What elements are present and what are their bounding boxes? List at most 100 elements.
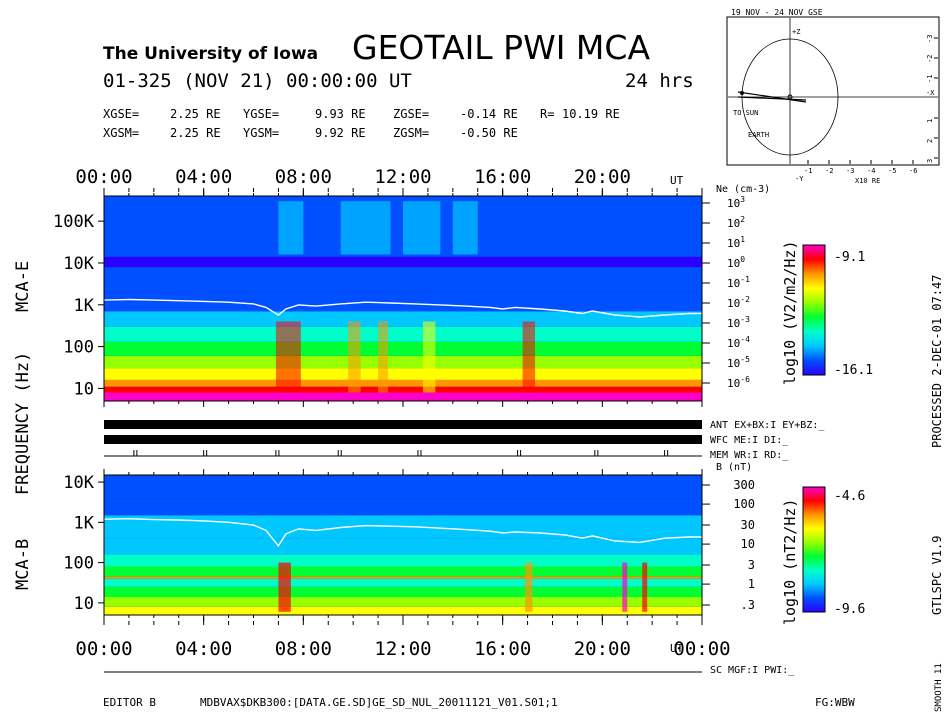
magnetic-burst bbox=[278, 562, 291, 612]
spectrogram-band bbox=[104, 392, 702, 401]
spectrogram-band bbox=[104, 576, 702, 579]
top-time-tick-label: 16:00 bbox=[474, 166, 531, 188]
orbit-y-tick-label: 3 bbox=[926, 159, 934, 163]
bottom-ut-label: UT bbox=[670, 642, 684, 655]
xgsm-label: XGSM= bbox=[103, 126, 139, 140]
ne-tick-label: 10-3 bbox=[727, 315, 750, 330]
ne-tick-label: 100 bbox=[727, 255, 745, 270]
sun-direction-line-2 bbox=[737, 96, 807, 101]
spectrogram-band bbox=[104, 498, 702, 516]
orbit-x-tick-label: -1 bbox=[804, 167, 812, 175]
orbit-x-tick-label: -2 bbox=[825, 167, 833, 175]
mca-b-spectrogram bbox=[104, 475, 702, 615]
mca-e-frequency-tick-label: 100 bbox=[63, 338, 94, 358]
top-time-tick-label: 04:00 bbox=[175, 166, 232, 188]
memory-status-ticks bbox=[133, 450, 669, 456]
mca-e-frequency-axis: 10 100 1K 10K 100K bbox=[53, 212, 104, 399]
wfc-status-label: WFC ME:I DI:_ bbox=[710, 435, 789, 446]
ne-tick-label: 10-6 bbox=[727, 375, 750, 390]
orbit-inset: 19 NOV - 24 NOV GSE TO SUN EARTH +Z -X X… bbox=[726, 8, 940, 185]
high-frequency-emission bbox=[452, 201, 478, 255]
spectrogram-band bbox=[104, 475, 702, 499]
spectrogram-band bbox=[104, 606, 702, 615]
ne-tick-label: 10-5 bbox=[727, 355, 750, 370]
mca-e-density-line bbox=[103, 298, 702, 318]
orbit-y-tick-label: -3 bbox=[926, 35, 934, 43]
bottom-time-tick-label: 00:00 bbox=[673, 638, 730, 660]
spectrogram-band bbox=[104, 596, 702, 607]
mca-b-frequency-tick-label: 10 bbox=[74, 594, 94, 614]
ne-tick-label: 102 bbox=[727, 215, 745, 230]
bottom-time-tick-label: 08:00 bbox=[275, 638, 332, 660]
zgsm-value: -0.50 RE bbox=[460, 126, 518, 140]
orbit-y-axis-label: -Y bbox=[795, 175, 804, 183]
ne-tick-label: 101 bbox=[727, 235, 745, 250]
mca-b-frequency-tick-label: 1K bbox=[74, 513, 95, 533]
top-time-axis: 00:00 04:00 08:00 12:00 16:00 20:00 bbox=[75, 166, 703, 196]
orbit-x-tick-label: -4 bbox=[867, 167, 875, 175]
orbit-y-tick-label: 1 bbox=[926, 119, 934, 123]
mca-e-time-ticks bbox=[103, 190, 703, 407]
mca-e-frequency-tick-label: 10K bbox=[63, 254, 94, 274]
zgse-label: ZGSE= bbox=[393, 107, 429, 121]
earth-marker bbox=[787, 94, 793, 100]
data-file-path: MDBVAX$DKB300:[DATA.GE.SD]GE_SD_NUL_2001… bbox=[200, 696, 558, 709]
mca-b-time-ticks bbox=[103, 469, 703, 621]
magnetic-burst bbox=[525, 562, 533, 612]
top-time-tick-label: 08:00 bbox=[275, 166, 332, 188]
bottom-time-axis: 00:00 04:00 08:00 12:00 16:00 20:00 00:00 bbox=[75, 617, 731, 660]
spectrogram-band bbox=[104, 538, 702, 555]
spectrogram-band bbox=[104, 386, 702, 393]
spectrogram-band bbox=[104, 368, 702, 380]
zgsm-label: ZGSM= bbox=[393, 126, 429, 140]
spectrogram-band bbox=[104, 267, 702, 293]
b-tick-label: 100 bbox=[733, 497, 755, 511]
mem-status-label: MEM WR:I RD:_ bbox=[710, 450, 789, 461]
b-axis-label: B (nT) bbox=[716, 462, 752, 473]
mca-e-colorbar-max: -9.1 bbox=[834, 250, 865, 265]
spectrogram-band bbox=[104, 586, 702, 597]
antenna-status-bar bbox=[104, 420, 702, 429]
mca-b-frequency-tick-label: 10K bbox=[63, 473, 94, 493]
b-tick-label: 300 bbox=[733, 478, 755, 492]
fg-label: FG:WBW bbox=[815, 696, 855, 709]
ygsm-label: YGSM= bbox=[243, 126, 279, 140]
mca-e-spectrogram bbox=[104, 196, 702, 401]
ne-tick-label: 10-4 bbox=[727, 335, 750, 350]
ne-tick-label: 103 bbox=[727, 195, 745, 210]
mca-b-colorbar-scale bbox=[802, 486, 826, 613]
b-tick-label: .3 bbox=[741, 598, 755, 612]
spectrogram-band bbox=[104, 379, 702, 387]
mca-e-frequency-tick-label: 10 bbox=[74, 379, 94, 399]
ygse-value: 9.93 RE bbox=[315, 107, 366, 121]
wfc-status-bar bbox=[104, 435, 702, 444]
mca-b-frequency-axis: 10 100 1K 10K bbox=[63, 473, 104, 614]
mca-e-density-axis: 103 102 101 100 10-1 10-2 10-3 10-4 10-5 10-6 bbox=[702, 195, 750, 390]
mca-e-panel-label: MCA-E bbox=[13, 261, 33, 312]
mca-e-frequency-tick-label: 1K bbox=[74, 296, 95, 316]
b-tick-label: 30 bbox=[741, 518, 755, 532]
emission-burst bbox=[275, 321, 301, 393]
orbit-x-tick-label: -6 bbox=[909, 167, 917, 175]
orbit-frame bbox=[726, 16, 940, 166]
orbit-earth-label: EARTH bbox=[748, 131, 769, 139]
ne-tick-label: 10-1 bbox=[727, 275, 750, 290]
orbit-x-tick-label: -5 bbox=[888, 167, 896, 175]
b-tick-label: 3 bbox=[748, 558, 755, 572]
orbit-x-ticks: -1 -2 -3 -4 -5 -6 bbox=[804, 160, 917, 175]
emission-burst bbox=[348, 321, 361, 393]
mca-b-panel: 10 100 1K 10K 300 100 30 10 3 1 .3 B (nT) bbox=[63, 462, 755, 621]
bottom-time-tick-label: 16:00 bbox=[474, 638, 531, 660]
mca-b-colorbar-min: -9.6 bbox=[834, 602, 865, 617]
spectrogram-band bbox=[104, 292, 702, 312]
orbit-x-label: -X bbox=[926, 89, 935, 97]
bottom-time-tick-label: 12:00 bbox=[374, 638, 431, 660]
r-label: R= bbox=[540, 107, 554, 121]
orbit-x-tick-label: -3 bbox=[846, 167, 854, 175]
institution-name: The University of Iowa bbox=[103, 44, 318, 64]
mca-e-colorbar: -9.1 -16.1 log10 (V2/m2/Hz) bbox=[781, 241, 873, 386]
mca-e-colorbar-min: -16.1 bbox=[834, 363, 873, 378]
